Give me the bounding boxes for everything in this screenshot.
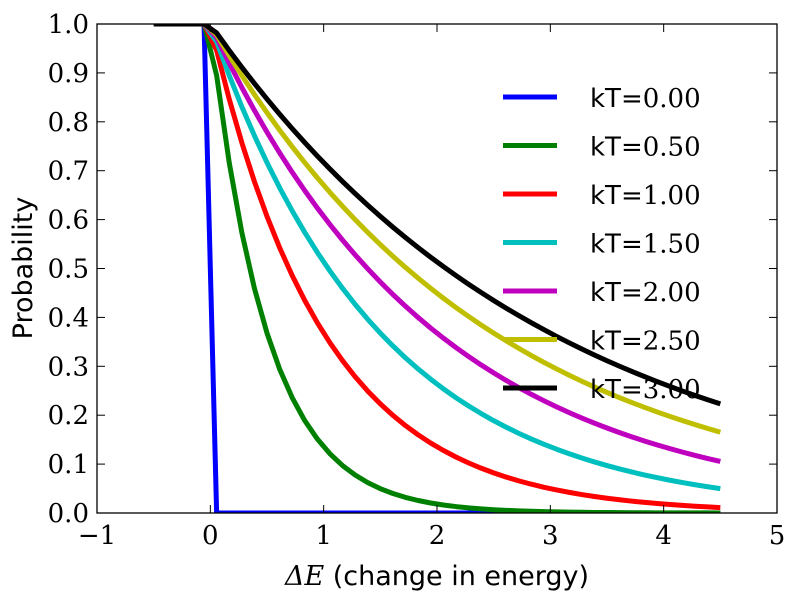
legend-label-value: 3.00: [643, 375, 701, 405]
y-tick-label: 0.5: [48, 255, 89, 285]
series-line-kt-3-00: [153, 24, 722, 407]
y-tick-label: 0.7: [48, 157, 89, 187]
x-tick-label: 3: [542, 521, 559, 551]
legend-label-prefix: kT=: [590, 230, 643, 260]
legend-label-prefix: kT=: [590, 133, 643, 163]
x-tick-label: −1: [78, 521, 116, 551]
legend: kT=0.00kT=0.50kT=1.00kT=1.50kT=2.00kT=2.…: [503, 84, 701, 405]
legend-label: kT=2.00: [590, 278, 701, 308]
y-tick-label: 0.6: [48, 206, 89, 236]
series-line-kt-2-00: [153, 24, 721, 464]
y-tick-label: 0.3: [48, 352, 89, 382]
x-tick-label: 1: [315, 521, 332, 551]
legend-label: kT=0.00: [590, 84, 701, 114]
legend-label-value: 2.00: [643, 278, 701, 308]
x-axis-label-symbol: ΔE: [284, 561, 324, 592]
legend-label-value: 1.50: [643, 230, 701, 260]
y-tick-label: 0.1: [48, 450, 89, 480]
series-line-kt-2-50: [153, 24, 722, 435]
legend-label: kT=1.50: [590, 230, 701, 260]
y-axis-label: Probability: [8, 197, 39, 340]
legend-label-prefix: kT=: [590, 327, 643, 357]
legend-label-prefix: kT=: [590, 181, 643, 211]
legend-label: kT=2.50: [590, 327, 701, 357]
legend-label-value: 0.00: [643, 84, 701, 114]
x-axis-label-text: (change in energy): [324, 561, 589, 592]
x-tick-label: 4: [655, 521, 672, 551]
x-tick-label: 5: [769, 521, 786, 551]
tick-layer: [96, 23, 778, 514]
legend-label-value: 1.00: [643, 181, 701, 211]
legend-label-prefix: kT=: [590, 84, 643, 114]
legend-label-value: 2.50: [643, 327, 701, 357]
series-line-kt-1-50: [153, 24, 721, 492]
legend-label: kT=0.50: [590, 133, 701, 163]
y-tick-label: 0.0: [48, 499, 89, 529]
legend-label: kT=1.00: [590, 181, 701, 211]
legend-label: kT=3.00: [590, 375, 701, 405]
x-tick-label: 2: [429, 521, 446, 551]
tick-label-layer: −1 0 1 2 3 4 5 0.0 0.1 0.2 0.3 0.4 0.5 0.6 0.7 0.8 0.9 1.…: [48, 10, 786, 551]
y-tick-label: 0.2: [48, 401, 89, 431]
legend-label-prefix: kT=: [590, 278, 643, 308]
y-tick-label: 0.9: [48, 59, 89, 89]
y-tick-label: 1.0: [48, 10, 89, 40]
x-axis-label: ΔE (change in energy): [284, 561, 589, 592]
legend-label-value: 0.50: [643, 133, 701, 163]
series-line-kt-1-00: [153, 24, 721, 511]
y-tick-label: 0.4: [48, 303, 89, 333]
legend-label-prefix: kT=: [590, 375, 643, 405]
y-tick-label: 0.8: [48, 108, 89, 138]
x-tick-label: 0: [202, 521, 219, 551]
